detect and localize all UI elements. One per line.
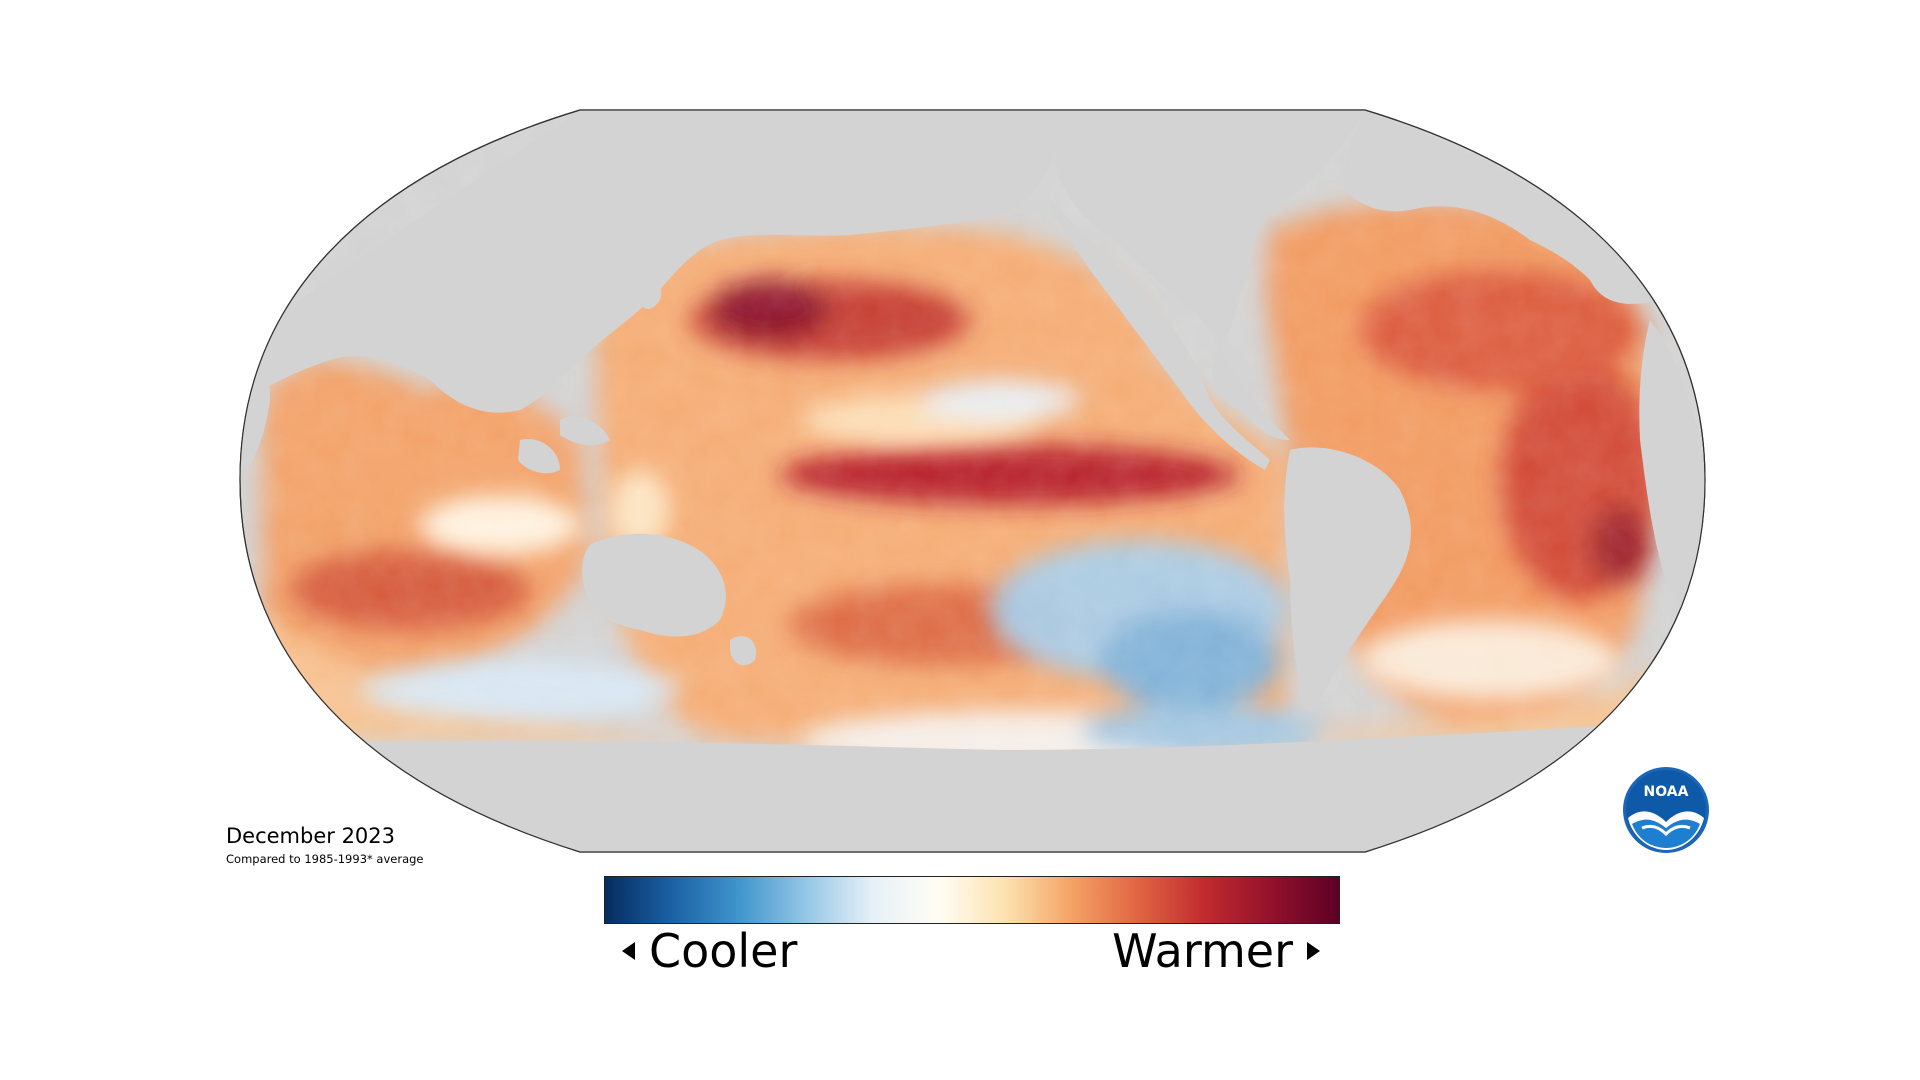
land-masses [240,110,1705,852]
map-date-title: December 2023 [226,824,396,848]
logo-text: NOAA [1644,784,1689,800]
noaa-logo-icon: NOAA [1623,767,1709,853]
left-arrow-icon [622,942,635,960]
anomaly-colorbar [604,876,1340,924]
warmer-label: Warmer [1112,924,1293,978]
map-baseline-note: Compared to 1985-1993* average [226,852,424,866]
cooler-legend: Cooler [622,928,797,974]
cooler-label: Cooler [649,924,798,978]
right-arrow-icon [1307,942,1320,960]
ocean-anomaly-layer [240,110,1705,852]
warmer-legend: Warmer [1112,928,1320,974]
